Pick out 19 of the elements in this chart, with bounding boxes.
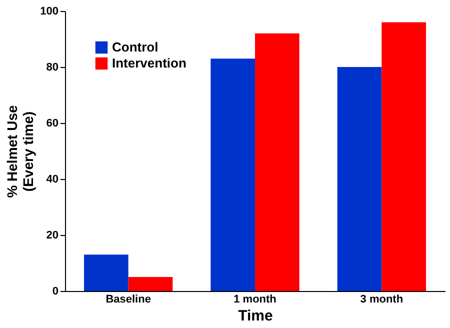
y-tick-label: 100	[40, 6, 58, 18]
y-tick-label: 80	[46, 62, 58, 74]
y-tick-label: 60	[46, 118, 58, 130]
legend-label: Control	[112, 40, 158, 54]
x-tick-label: Baseline	[106, 294, 151, 306]
x-tick-label: 1 month	[234, 294, 277, 306]
bar	[210, 58, 255, 291]
x-tick-label: 3 month	[360, 294, 404, 306]
bar	[128, 277, 173, 291]
bar	[255, 33, 300, 291]
bar	[337, 67, 382, 291]
bar	[84, 254, 128, 291]
y-tick-label: 20	[46, 230, 58, 242]
y-tick-label: 0	[52, 286, 58, 298]
bar	[382, 22, 426, 291]
x-axis-title: Time	[238, 308, 273, 324]
legend-label: Intervention	[112, 56, 186, 70]
y-axis-title: % Helmet Use (Every time)	[4, 104, 36, 198]
y-tick-label: 40	[46, 174, 58, 186]
